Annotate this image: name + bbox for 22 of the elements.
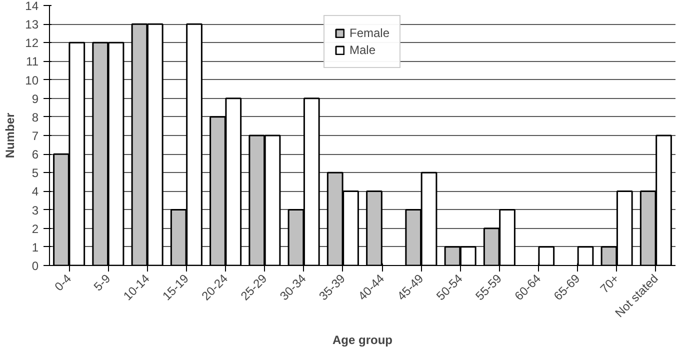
y-tick-label: 6 (32, 148, 39, 162)
y-tick-label: 4 (32, 184, 39, 199)
y-tick-label: 0 (32, 259, 39, 273)
y-tick-label: 13 (25, 18, 39, 32)
legend-label: Male (349, 43, 376, 57)
y-tick-label: 3 (32, 203, 39, 218)
y-tick-label: 8 (32, 110, 39, 124)
y-tick-label: 2 (32, 222, 39, 236)
x-axis-title: Age group (332, 333, 393, 348)
y-tick-label: 7 (32, 129, 39, 143)
x-tick-label: 5-9 (90, 271, 114, 294)
y-tick-label: 5 (32, 166, 39, 180)
x-tick-label: 0-4 (52, 271, 74, 294)
x-tick-label: 70+ (597, 272, 622, 296)
y-axis-title: Number (3, 112, 18, 158)
y-tick-label: 14 (25, 0, 39, 13)
y-tick-label: 9 (32, 92, 39, 106)
y-tick-label: 12 (25, 36, 39, 50)
y-tick-label: 11 (26, 54, 39, 69)
legend-label: Female (349, 26, 390, 40)
y-tick-label: 1 (32, 240, 39, 254)
y-tick-label: 10 (25, 73, 39, 88)
